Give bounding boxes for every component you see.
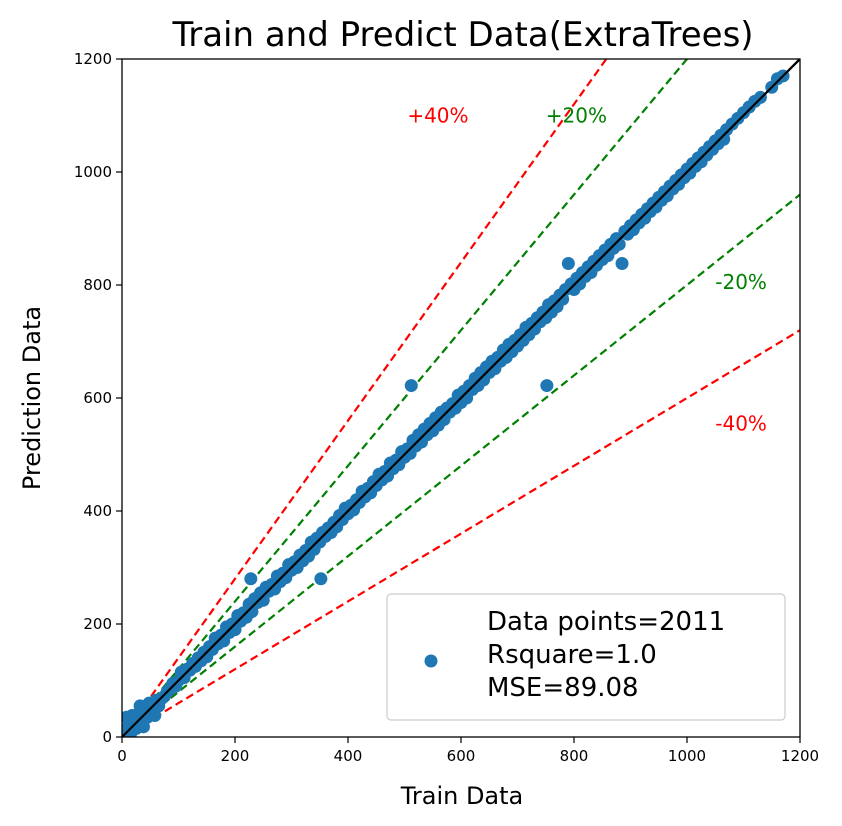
legend-text-line: MSE=89.08: [487, 673, 639, 703]
y-tick-label: 600: [83, 389, 112, 407]
data-point: [244, 572, 258, 586]
x-tick-label: 1200: [781, 747, 819, 765]
data-point: [615, 257, 629, 271]
y-tick-label: 800: [83, 276, 112, 294]
x-tick-label: 0: [117, 747, 127, 765]
data-point: [561, 257, 575, 271]
y-tick-label: 400: [83, 502, 112, 520]
reference-line--40pct: [122, 329, 800, 737]
legend-text-line: Rsquare=1.0: [487, 640, 657, 670]
y-tick-label: 1200: [74, 50, 112, 68]
legend-text-line: Data points=2011: [487, 607, 725, 637]
x-tick-label: 200: [221, 747, 250, 765]
x-axis-label: Train Data: [400, 782, 524, 810]
reference-label: +40%: [407, 104, 468, 128]
y-axis-label: Prediction Data: [18, 306, 46, 490]
data-point: [314, 572, 328, 586]
legend-marker: [424, 654, 438, 668]
x-tick-label: 600: [447, 747, 476, 765]
y-tick-label: 0: [102, 728, 112, 746]
chart-title: Train and Predict Data(ExtraTrees): [171, 15, 753, 55]
x-tick-label: 1000: [668, 747, 706, 765]
y-tick-label: 1000: [74, 163, 112, 181]
reference-label: -20%: [715, 270, 767, 294]
plot-inner: [122, 59, 800, 737]
reference-label: +20%: [546, 104, 607, 128]
reference-line-+20pct: [122, 59, 688, 737]
x-tick-label: 800: [560, 747, 589, 765]
data-point: [612, 237, 626, 251]
plot-area: +40% +20% -20% -40% 0 200 400 600 800 1000 1200 0 20…: [74, 50, 819, 765]
x-tick-label: 400: [334, 747, 363, 765]
reference-line--20pct: [122, 193, 800, 737]
data-point: [540, 379, 554, 393]
reference-label: -40%: [715, 411, 767, 435]
y-tick-label: 200: [83, 615, 112, 633]
identity-line-top: [122, 59, 800, 737]
legend-box: [386, 593, 786, 721]
reference-line-+40pct: [122, 59, 608, 737]
data-point: [404, 379, 418, 393]
